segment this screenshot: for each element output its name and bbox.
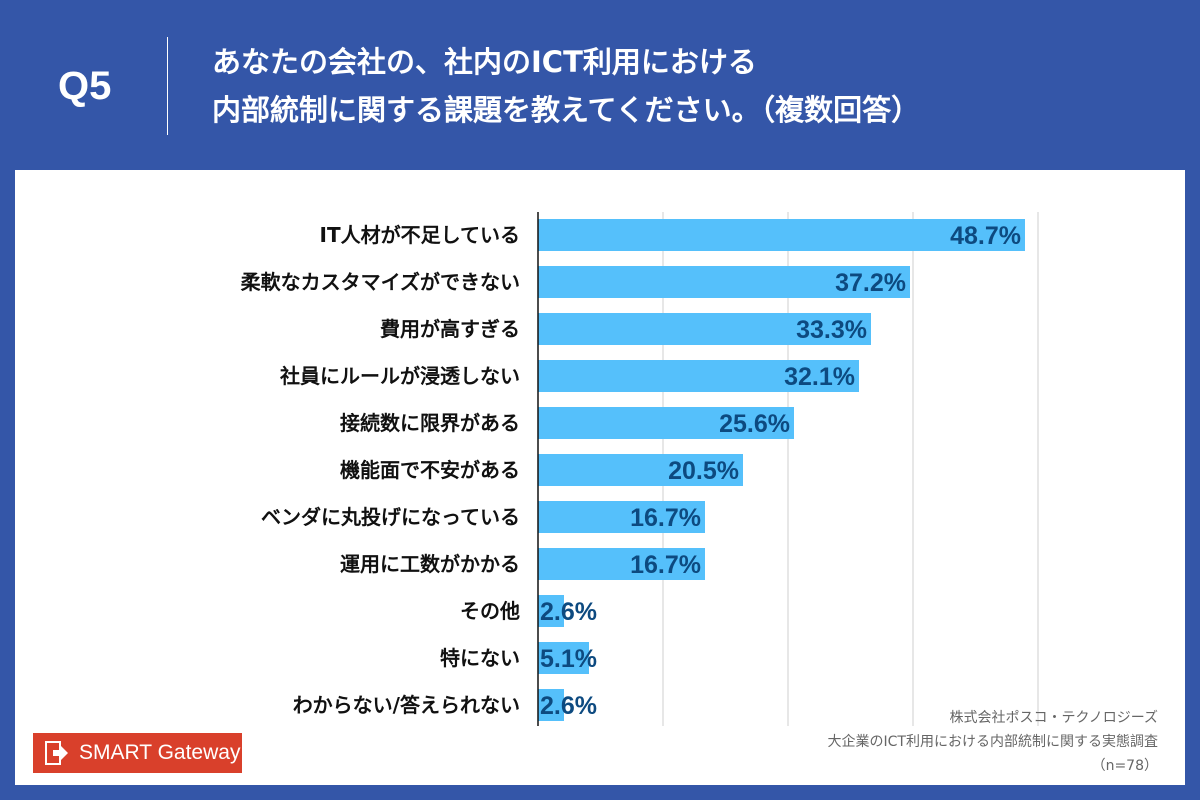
category-label: ベンダに丸投げになっている [261,505,520,529]
bar [538,219,1025,251]
bar [538,360,859,392]
category-label: IT人材が不足している [320,223,520,247]
bar [538,642,589,674]
data-label: 37.2% [835,269,906,297]
category-label: わからない/答えられない [293,693,520,717]
source-company: 株式会社ポスコ・テクノロジーズ [949,710,1158,726]
category-label: 運用に工数がかかる [340,552,520,576]
title-line-1: あなたの会社の、社内のICT利用における [212,45,757,79]
question-number: Q5 [58,64,112,108]
smart-gateway-logo: SMART Gateway [33,733,242,773]
title-line-2: 内部統制に関する課題を教えてください。（複数回答） [212,93,921,127]
bar [538,266,910,298]
bar [538,548,705,580]
source-survey: 大企業のICT利用における内部統制に関する実態調査 [827,734,1158,750]
bar [538,313,871,345]
data-label: 2.6% [540,692,597,720]
category-label: 接続数に限界がある [340,411,520,435]
bar [538,689,564,721]
bar [538,501,705,533]
data-label: 16.7% [630,504,701,532]
source-note: 株式会社ポスコ・テクノロジーズ 大企業のICT利用における内部統制に関する実態調… [828,706,1158,778]
category-label: その他 [460,599,520,623]
data-label: 48.7% [950,222,1021,250]
data-label: 25.6% [719,410,790,438]
category-label: 柔軟なカスタマイズができない [241,270,520,294]
header-divider [167,37,168,135]
bar [538,454,743,486]
bar [538,407,794,439]
sample-size: （n=78） [1091,758,1158,774]
category-label: 特にない [440,646,520,670]
category-label: 社員にルールが浸透しない [279,364,520,388]
data-label: 32.1% [784,363,855,391]
data-label: 33.3% [796,316,867,344]
logo-text: SMART Gateway [79,741,241,764]
data-label: 20.5% [668,457,739,485]
data-label: 5.1% [540,645,597,673]
data-label: 2.6% [540,598,597,626]
door-arrow-icon [45,741,68,765]
page-title: あなたの会社の、社内のICT利用における 内部統制に関する課題を教えてください。… [212,38,920,134]
category-label: 費用が高すぎる [380,317,520,341]
category-label: 機能面で不安がある [340,458,520,482]
bar [538,595,564,627]
data-label: 16.7% [630,551,701,579]
